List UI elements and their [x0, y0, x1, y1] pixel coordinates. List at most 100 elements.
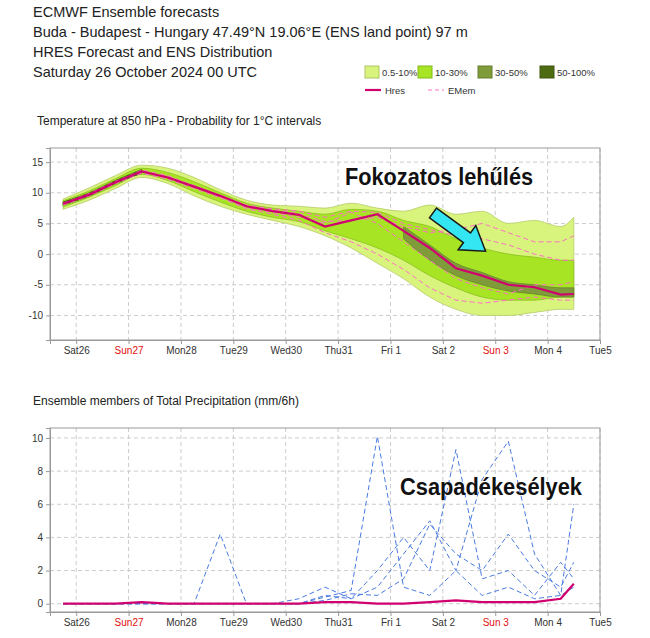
x-tick: Sat 2	[432, 612, 456, 628]
y-tick: 15	[32, 157, 50, 168]
tick-mark	[46, 285, 50, 286]
tick-mark	[548, 612, 549, 616]
grid-line	[50, 162, 600, 163]
x-tick: Fri 1	[381, 340, 401, 356]
x-tick: Wed30	[270, 612, 302, 628]
tick-mark	[46, 254, 50, 255]
header-line: Saturday 26 October 2024 00 UTC	[33, 64, 257, 80]
tick-mark	[46, 504, 50, 505]
grid-line	[50, 471, 600, 472]
tick-label: Mon 4	[534, 345, 562, 356]
grid	[50, 148, 600, 340]
y-tick: 4	[37, 532, 50, 543]
axis-line	[51, 613, 601, 617]
member-line	[63, 450, 574, 604]
y-tick: -5	[34, 279, 50, 290]
tick-mark	[443, 612, 444, 616]
grid-line	[442, 428, 443, 612]
tick-mark	[181, 612, 182, 616]
chart-title: Temperature at 850 hPa - Probability for…	[37, 114, 321, 128]
figure: ECMWF Ensemble forecastsBuda - Budapest …	[0, 0, 650, 638]
tick-label: Tue5	[589, 345, 612, 356]
tick-mark	[286, 612, 287, 616]
tick-mark	[46, 315, 50, 316]
grid-line	[76, 148, 77, 340]
grid-line	[285, 148, 286, 340]
grid	[50, 428, 600, 612]
tick-label: -10	[29, 310, 44, 321]
chart-title: Ensemble members of Total Precipitation …	[33, 394, 299, 408]
axis-line	[46, 149, 51, 341]
x-tick: Tue5	[589, 612, 612, 628]
tick-label: Tue5	[589, 617, 612, 628]
tick-label: 0	[37, 249, 43, 260]
grid-line	[50, 504, 600, 505]
tick-label: 5	[37, 218, 43, 229]
grid-line	[128, 428, 129, 612]
tick-mark	[338, 612, 339, 616]
hres-line	[63, 584, 574, 604]
grid-line	[180, 428, 181, 612]
y-tick: 10	[32, 433, 50, 444]
legend: 0.5-10%10-30%30-50%50-100%HresEMem	[365, 66, 596, 96]
tick-mark	[46, 537, 50, 538]
x-tick: Fri 1	[381, 612, 401, 628]
x-tick: Thu31	[324, 612, 353, 628]
probability-band	[404, 227, 574, 298]
tick-label: 2	[37, 565, 43, 576]
legend-swatch	[418, 66, 432, 78]
tick-label: 15	[32, 157, 44, 168]
tick-mark	[76, 612, 77, 616]
tick-mark	[129, 612, 130, 616]
tick-label: Thu31	[324, 617, 353, 628]
tick-label: Sun 3	[483, 617, 510, 628]
tick-mark	[443, 340, 444, 344]
tick-label: Fri 1	[381, 345, 401, 356]
member-line	[63, 436, 574, 603]
legend-line	[365, 89, 381, 91]
y-tick: -10	[29, 310, 50, 321]
grid-line	[50, 437, 600, 438]
x-axis: Sat26Sun27Mon28Tue29Wed30Thu31Fri 1Sat 2…	[51, 612, 613, 628]
x-tick: Sun 3	[483, 340, 510, 356]
tick-label: Sun27	[115, 617, 144, 628]
legend-label: 10-30%	[435, 67, 468, 78]
tick-label: Sun 3	[483, 345, 510, 356]
tick-mark	[495, 612, 496, 616]
tick-label: Sat26	[64, 617, 91, 628]
member-line	[63, 441, 574, 603]
legend-swatch	[478, 66, 492, 78]
tick-label: -5	[34, 279, 43, 290]
tick-label: 10	[32, 187, 44, 198]
tick-mark	[46, 223, 50, 224]
x-tick: Tue29	[220, 612, 248, 628]
tick-mark	[181, 340, 182, 344]
tick-label: Sat 2	[432, 617, 456, 628]
annotation: Fokozatos lehűlés	[345, 164, 533, 190]
tick-mark	[548, 340, 549, 344]
x-axis: Sat26Sun27Mon28Tue29Wed30Thu31Fri 1Sat 2…	[51, 340, 613, 356]
plot-background	[50, 428, 600, 612]
legend-label: EMem	[448, 85, 476, 96]
grid-line	[50, 192, 600, 193]
x-tick: Mon28	[166, 340, 197, 356]
tick-label: 6	[37, 499, 43, 510]
tick-mark	[390, 340, 391, 344]
tick-label: Fri 1	[381, 617, 401, 628]
axis-line	[46, 429, 51, 613]
tick-label: Wed30	[270, 345, 302, 356]
tick-label: Tue29	[220, 617, 248, 628]
tick-mark	[46, 162, 50, 163]
tick-mark	[338, 340, 339, 344]
grid-line	[390, 428, 391, 612]
tick-mark	[600, 340, 601, 344]
tick-mark	[495, 340, 496, 344]
tick-mark	[76, 340, 77, 344]
grid-line	[338, 428, 339, 612]
plot-frame	[50, 148, 600, 340]
tick-mark	[233, 612, 234, 616]
legend-swatch	[540, 66, 554, 78]
x-tick: Sat 2	[432, 340, 456, 356]
y-tick: 0	[37, 598, 50, 609]
header-line: Buda - Budapest - Hungary 47.49°N 19.06°…	[33, 24, 468, 40]
